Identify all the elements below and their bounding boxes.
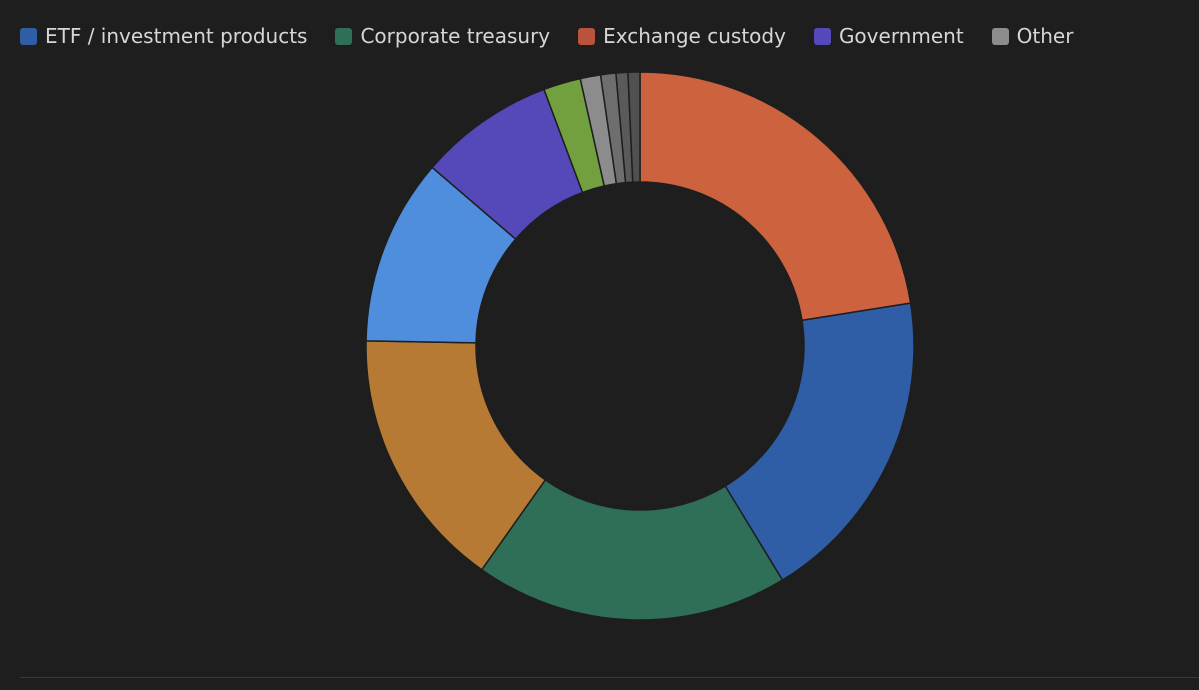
legend-swatch <box>991 27 1009 45</box>
legend-entry[interactable]: ETF / investment products <box>20 24 307 48</box>
legend-swatch <box>335 27 353 45</box>
donut-slice[interactable] <box>365 340 547 571</box>
legend-entry[interactable]: Other <box>991 24 1074 48</box>
legend-entry[interactable]: Corporate treasury <box>335 24 550 48</box>
legend-entry[interactable]: Government <box>813 24 964 48</box>
legend-swatch <box>813 27 831 45</box>
legend-label: Exchange custody <box>603 24 786 48</box>
legend-label: Other <box>1016 24 1074 48</box>
legend-label: Government <box>838 24 964 48</box>
legend-swatch <box>20 27 37 45</box>
legend-label: Corporate treasury <box>360 24 551 48</box>
legend-entry[interactable]: Exchange custody <box>578 24 786 48</box>
legend-swatch <box>578 27 596 45</box>
donut-slice[interactable] <box>480 478 784 621</box>
donut-slice[interactable] <box>627 71 641 183</box>
legend-label: ETF / investment products <box>45 24 308 48</box>
chart-legend: ETF / investment products Corporate treas… <box>20 24 1073 48</box>
divider <box>20 677 1199 678</box>
donut-slice[interactable] <box>724 302 915 582</box>
donut-slice[interactable] <box>639 71 912 322</box>
